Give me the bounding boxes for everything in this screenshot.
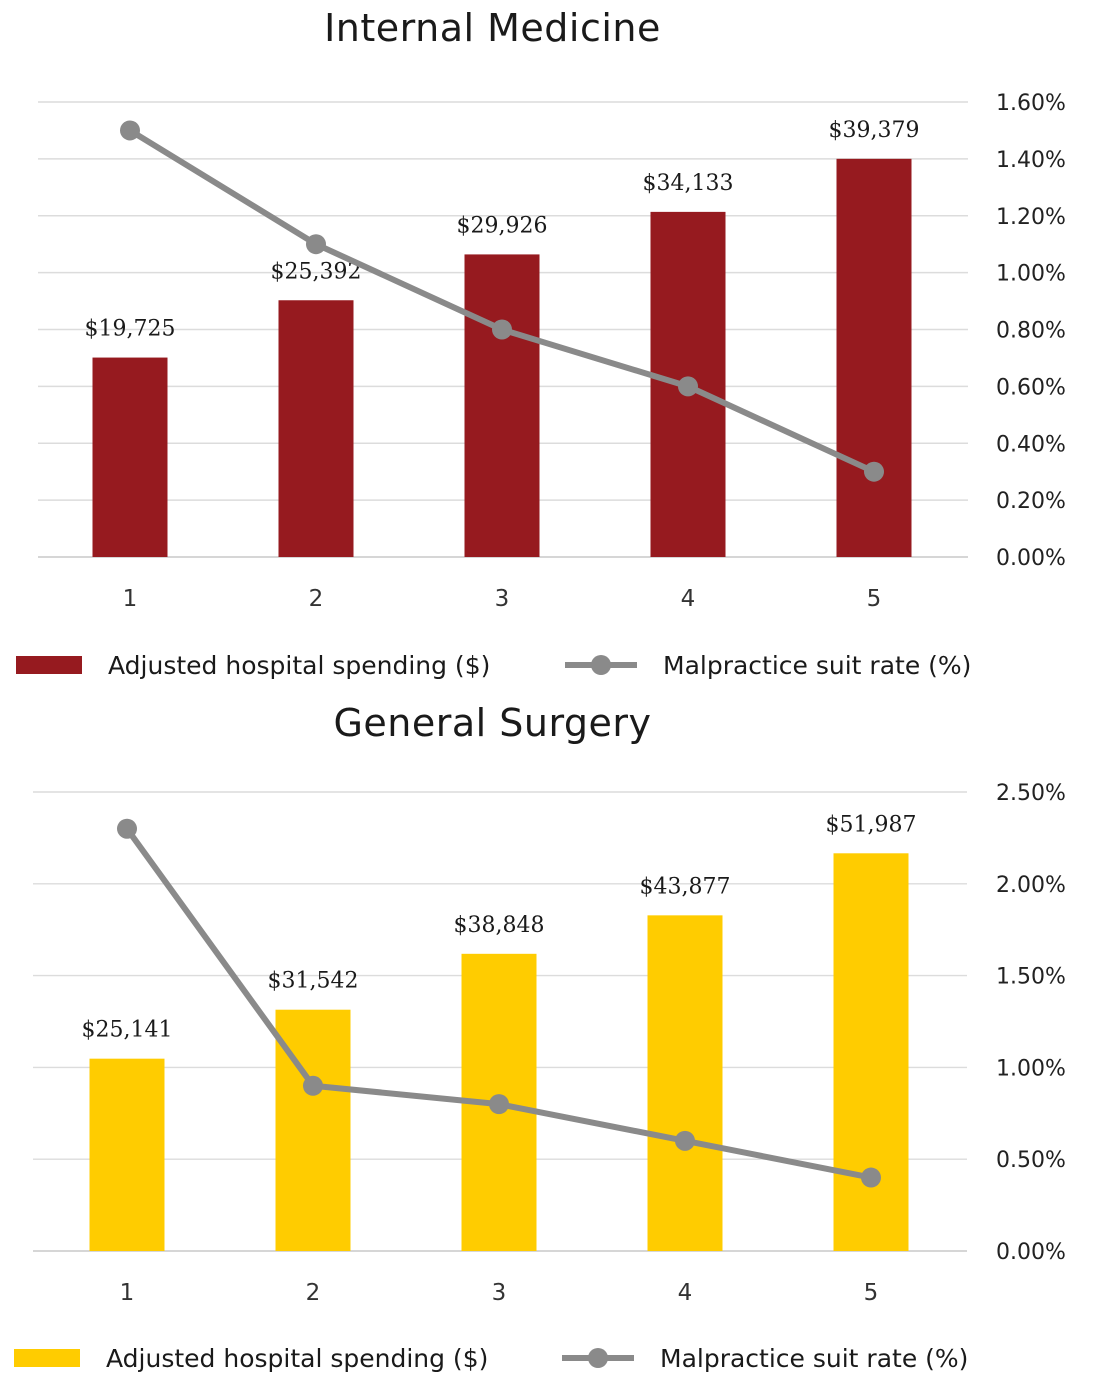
y-tick-label: 1.40%: [996, 148, 1066, 173]
y-tick-label: 1.20%: [996, 205, 1066, 230]
line-point: [117, 818, 137, 839]
legend-item-spending: Adjusted hospital spending ($): [16, 645, 490, 685]
x-tick-label: 1: [120, 1280, 135, 1306]
x-tick-label: 2: [309, 586, 324, 612]
legend-label-malpractice: Malpractice suit rate (%): [663, 650, 972, 680]
bar: [92, 357, 168, 557]
chart-legend: Adjusted hospital spending ($) Malpracti…: [0, 645, 1102, 685]
x-tick-label: 4: [678, 1280, 693, 1306]
line-point: [306, 234, 326, 255]
line-point: [492, 319, 512, 340]
legend-item-malpractice: Malpractice suit rate (%): [562, 1338, 968, 1378]
y-tick-label: 1.50%: [996, 965, 1066, 990]
y-tick-label: 0.50%: [996, 1148, 1066, 1173]
legend-swatch-bar: [14, 1349, 80, 1367]
x-tick-label: 5: [867, 586, 882, 612]
data-label: $25,141: [82, 1018, 173, 1043]
legend-label-malpractice: Malpractice suit rate (%): [660, 1343, 969, 1373]
line-point: [675, 1130, 695, 1151]
data-label: $25,392: [271, 259, 362, 284]
legend-label-spending: Adjusted hospital spending ($): [106, 1343, 489, 1373]
data-label: $19,725: [85, 317, 176, 342]
line-point: [864, 461, 884, 482]
general-surgery-chart: General Surgery 0.00% 0.50% 1.00% 1.50% 2.00…: [0, 695, 1102, 1392]
legend-label-spending: Adjusted hospital spending ($): [108, 650, 491, 680]
data-label: $29,926: [457, 213, 548, 238]
chart-title: General Surgery: [333, 701, 652, 745]
data-label: $43,877: [640, 874, 731, 899]
chart-plot-area: 0.00% 0.20% 0.40% 0.60% 0.80% 1.00% 1.20% 1.40%…: [38, 91, 1066, 612]
x-tick-label: 2: [306, 1280, 321, 1306]
y-tick-label: 0.40%: [996, 432, 1066, 457]
bar: [647, 915, 723, 1251]
internal-medicine-chart: Internal Medicine 0.00% 0.20% 0.40% 0.60% 0.…: [0, 0, 1102, 695]
y-tick-label: 0.00%: [996, 1240, 1066, 1265]
x-tick-label: 1: [123, 586, 138, 612]
line-point: [678, 376, 698, 397]
data-label: $51,987: [826, 812, 917, 837]
line-point: [861, 1167, 881, 1188]
chart-plot-area: 0.00% 0.50% 1.00% 1.50% 2.00% 2.50% $25,141 1 $3…: [33, 781, 1066, 1306]
y-tick-label: 2.00%: [996, 873, 1066, 898]
line-point: [489, 1094, 509, 1115]
data-label: $39,379: [829, 118, 920, 143]
legend-swatch-bar: [16, 656, 82, 674]
y-tick-label: 0.60%: [996, 375, 1066, 400]
y-tick-label: 1.60%: [996, 91, 1066, 116]
chart-legend: Adjusted hospital spending ($) Malpracti…: [0, 1338, 1102, 1378]
data-label: $34,133: [643, 171, 734, 196]
y-tick-label: 0.20%: [996, 489, 1066, 514]
x-tick-label: 3: [492, 1280, 507, 1306]
bar: [836, 158, 912, 558]
y-tick-label: 0.80%: [996, 319, 1066, 344]
legend-item-malpractice: Malpractice suit rate (%): [565, 645, 971, 685]
x-tick-label: 5: [864, 1280, 879, 1306]
legend-line-marker: [562, 1338, 634, 1378]
y-tick-label: 1.00%: [996, 262, 1066, 287]
line-point: [303, 1075, 323, 1096]
y-tick-label: 2.50%: [996, 781, 1066, 806]
y-tick-label: 0.00%: [996, 546, 1066, 571]
legend-item-spending: Adjusted hospital spending ($): [14, 1338, 488, 1378]
x-tick-label: 4: [681, 586, 696, 612]
chart-title: Internal Medicine: [324, 6, 661, 50]
y-tick-label: 1.00%: [996, 1056, 1066, 1081]
x-tick-label: 3: [495, 586, 510, 612]
line-point: [120, 120, 140, 141]
data-label: $38,848: [454, 913, 545, 938]
legend-line-marker: [565, 645, 637, 685]
bar: [89, 1058, 165, 1251]
bar: [278, 300, 354, 557]
data-label: $31,542: [268, 969, 359, 994]
bar: [464, 254, 540, 557]
bar: [833, 853, 909, 1251]
